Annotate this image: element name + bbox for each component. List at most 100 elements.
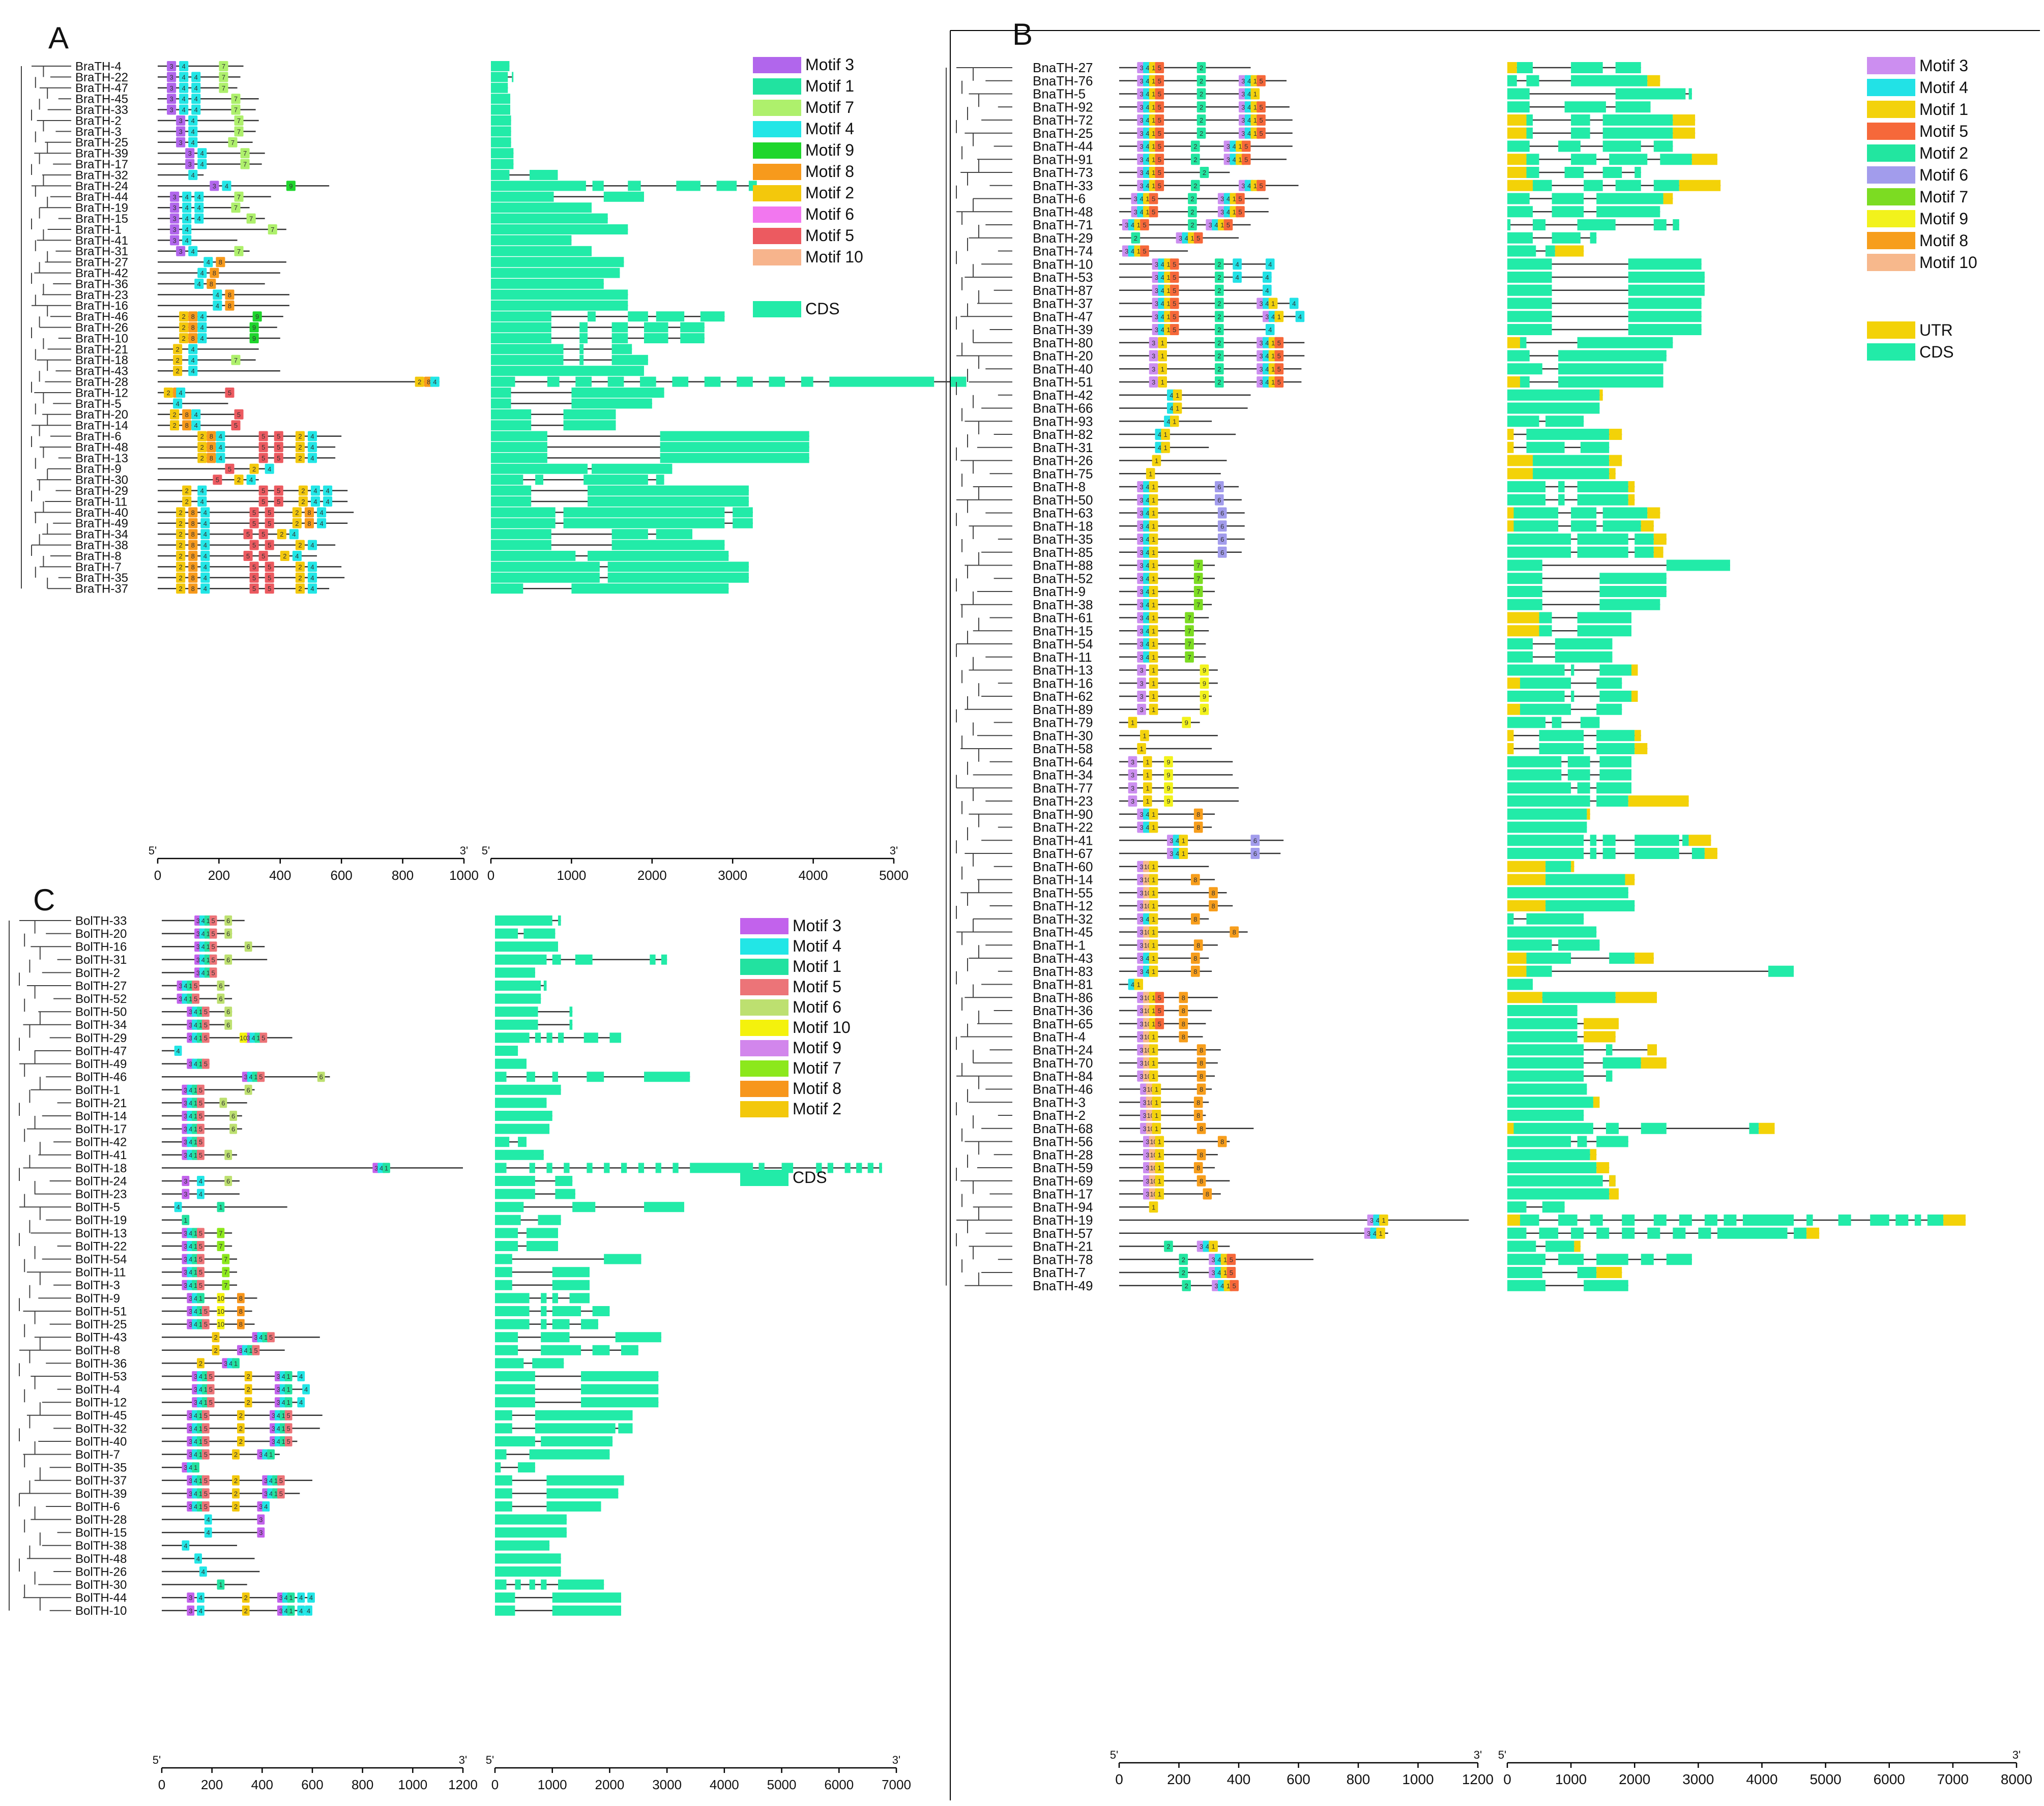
motif-box: [217, 1319, 225, 1329]
cds-segment: [495, 1358, 524, 1369]
cds-segment: [495, 1462, 501, 1473]
gene-name: BnaTH-20: [1033, 348, 1093, 364]
motif-box: [197, 1241, 205, 1251]
motif-box: [1233, 258, 1242, 270]
motif-number: 4: [1185, 234, 1188, 242]
motif-number: 3: [1143, 1099, 1146, 1106]
motif-number: 4: [268, 465, 271, 473]
motif-number: 5: [199, 1126, 202, 1133]
cds-segment: [1507, 795, 1590, 807]
motif-number: 1: [199, 1308, 202, 1315]
motif-box: [231, 94, 241, 104]
motif-box: [284, 1371, 293, 1381]
motif-box: [188, 572, 198, 583]
motif-number: 1: [282, 1412, 285, 1419]
cds-segment: [1558, 1215, 1578, 1226]
motif-number: 3: [1125, 248, 1128, 255]
cds-segment: [660, 453, 809, 463]
motif-number: 3: [179, 117, 183, 125]
cds-segment: [656, 311, 685, 322]
motif-number: 2: [176, 345, 180, 353]
motif-box: [224, 1019, 232, 1030]
cds-segment: [495, 1384, 535, 1395]
cds-segment: [716, 181, 737, 191]
motif-number: 3: [1140, 706, 1143, 714]
motif-number: 2: [179, 585, 183, 593]
motif-number: 1: [1233, 195, 1236, 203]
axis-tick-label: 2000: [1619, 1771, 1650, 1787]
cds-segment: [558, 915, 561, 926]
cds-segment: [1666, 1254, 1692, 1265]
cds-segment: [1507, 258, 1552, 270]
cds-segment: [604, 1254, 641, 1264]
motif-box: [201, 1410, 210, 1420]
motif-box: [225, 463, 235, 474]
cds-segment: [495, 1514, 567, 1525]
motif-number: 2: [1190, 221, 1194, 229]
motif-box: [197, 1098, 205, 1108]
cds-segment: [1526, 441, 1565, 453]
motif-number: 3: [1259, 378, 1263, 386]
gene-name: BraTH-31: [75, 245, 128, 258]
motif-number: 3: [1140, 103, 1143, 111]
motif-number: 1: [1253, 182, 1257, 190]
utr-segment: [1507, 167, 1527, 178]
utr-segment: [1584, 1031, 1616, 1043]
cds-segment: [676, 181, 700, 191]
motif-box: [222, 1280, 230, 1290]
motif-number: 1: [1152, 483, 1155, 491]
cds-segment: [1567, 756, 1590, 767]
cds-segment: [1577, 782, 1590, 794]
motif-number: 3: [277, 1373, 280, 1380]
motif-number: 1: [1137, 221, 1141, 229]
motif-box: [188, 126, 198, 137]
motif-number: 4: [1170, 392, 1173, 399]
cds-segment: [495, 1267, 512, 1278]
cds-segment: [1507, 416, 1539, 427]
cds-segment: [1507, 1136, 1571, 1147]
cds-segment: [495, 1501, 512, 1512]
motif-number: 2: [1217, 300, 1221, 308]
utr-segment: [1599, 389, 1603, 401]
motif-number: 5: [1259, 116, 1263, 124]
cds-segment: [491, 442, 547, 452]
motif-number: 8: [210, 433, 213, 440]
motif-box: [1149, 363, 1158, 375]
motif-box: [311, 485, 320, 496]
cds-segment: [571, 398, 652, 409]
cds-segment: [690, 1163, 753, 1173]
gene-name: BnaTH-13: [1033, 663, 1093, 678]
motif-box: [1215, 258, 1224, 270]
motif-number: 5: [261, 1034, 265, 1042]
legend-swatch: [740, 959, 789, 975]
motif-number: 1: [1166, 326, 1170, 334]
motif-box: [1137, 677, 1146, 689]
cds-segment: [1634, 848, 1679, 859]
legend-swatch: [1867, 321, 1915, 339]
utr-segment: [1507, 154, 1527, 165]
cds-segment: [495, 1032, 530, 1043]
motif-number: 8: [191, 563, 195, 571]
cds-segment: [1596, 677, 1622, 689]
utr-segment: [1704, 848, 1717, 859]
motif-number: 4: [203, 509, 207, 516]
motif-box: [182, 191, 192, 202]
motif-box: [176, 115, 186, 126]
motif-number: 1: [1152, 116, 1155, 124]
motif-number: 5: [287, 1412, 290, 1419]
motif-number: 5: [252, 509, 256, 516]
motif-number: 1: [1223, 1269, 1227, 1277]
motif-box: [1227, 1267, 1236, 1278]
motif-number: 8: [210, 280, 213, 288]
motif-number: 4: [201, 917, 205, 925]
cds-segment: [1545, 1240, 1574, 1252]
motif-number: 1: [1158, 1151, 1161, 1159]
cds-segment: [1552, 232, 1581, 244]
motif-box: [1179, 835, 1188, 846]
motif-number: 1: [207, 943, 210, 951]
motif-box: [1241, 154, 1251, 165]
cds-segment: [1507, 534, 1571, 545]
motif-number: 5: [1259, 103, 1263, 111]
motif-number: 2: [166, 389, 170, 397]
motif-number: 8: [185, 411, 189, 419]
